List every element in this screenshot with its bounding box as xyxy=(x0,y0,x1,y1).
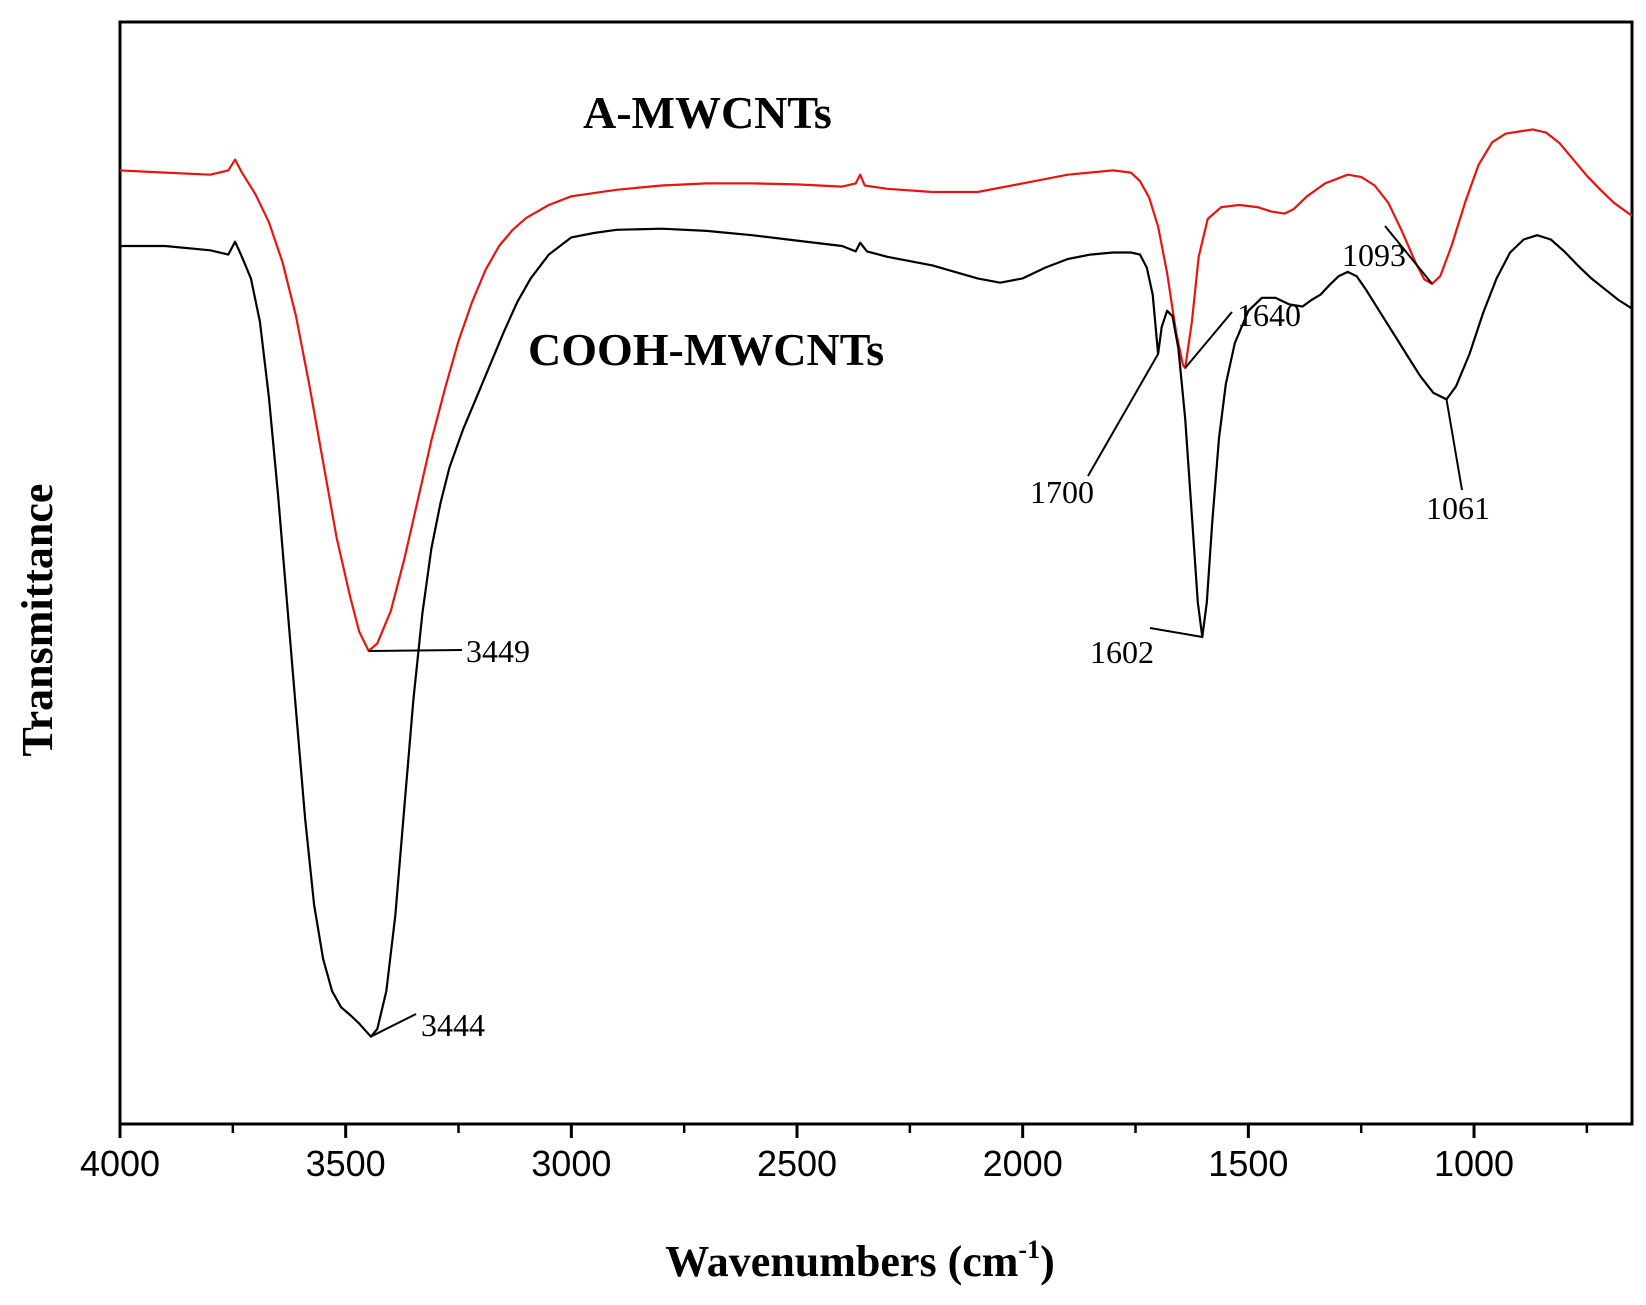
x-axis-title: Wavenumbers (cm-1) xyxy=(665,1235,1055,1286)
series-lines xyxy=(119,128,1633,1038)
leader-line-3449 xyxy=(368,649,463,652)
leader-line-1602 xyxy=(1149,627,1203,638)
series-line-cooh-mwcnts xyxy=(120,227,1633,1038)
annotation-leaders xyxy=(368,225,1463,1038)
peak-label-3449: 3449 xyxy=(466,633,530,669)
x-tick-label-1000: 1000 xyxy=(1434,1143,1514,1184)
series-label-cooh-mwcnts: COOH-MWCNTs xyxy=(528,324,884,375)
leader-line-1093 xyxy=(1384,225,1433,285)
plot-frame xyxy=(118,20,1634,1126)
leader-line-3444 xyxy=(370,1013,417,1038)
peak-label-1640: 1640 xyxy=(1237,297,1301,333)
x-tick-label-4000: 4000 xyxy=(80,1143,160,1184)
y-axis-title: Transmittance xyxy=(13,484,62,757)
series-line-a-mwcnts xyxy=(119,128,1633,653)
x-axis-title-main: Wavenumbers (cm xyxy=(665,1237,1018,1286)
x-tick-label-3000: 3000 xyxy=(531,1143,611,1184)
peak-label-1700: 1700 xyxy=(1030,474,1094,510)
peak-label-1602: 1602 xyxy=(1090,634,1154,670)
x-tick-label-2500: 2500 xyxy=(757,1143,837,1184)
x-axis-ticks: 4000 3500 3000 2500 2000 1500 1000 xyxy=(80,1124,1589,1184)
x-tick-label-3500: 3500 xyxy=(306,1143,386,1184)
peak-label-1061: 1061 xyxy=(1426,490,1490,526)
x-axis-title-sup: -1 xyxy=(1018,1235,1040,1264)
leader-line-1061 xyxy=(1445,399,1463,491)
x-axis-title-close: ) xyxy=(1040,1237,1055,1286)
peak-label-3444: 3444 xyxy=(421,1007,485,1043)
leader-line-1640 xyxy=(1184,311,1233,369)
x-tick-label-2000: 2000 xyxy=(983,1143,1063,1184)
leader-line-1700 xyxy=(1087,353,1159,477)
peak-label-1093: 1093 xyxy=(1342,237,1406,273)
plot-area-border xyxy=(118,20,1634,1126)
series-label-a-mwcnts: A-MWCNTs xyxy=(583,87,832,138)
x-tick-label-1500: 1500 xyxy=(1208,1143,1288,1184)
